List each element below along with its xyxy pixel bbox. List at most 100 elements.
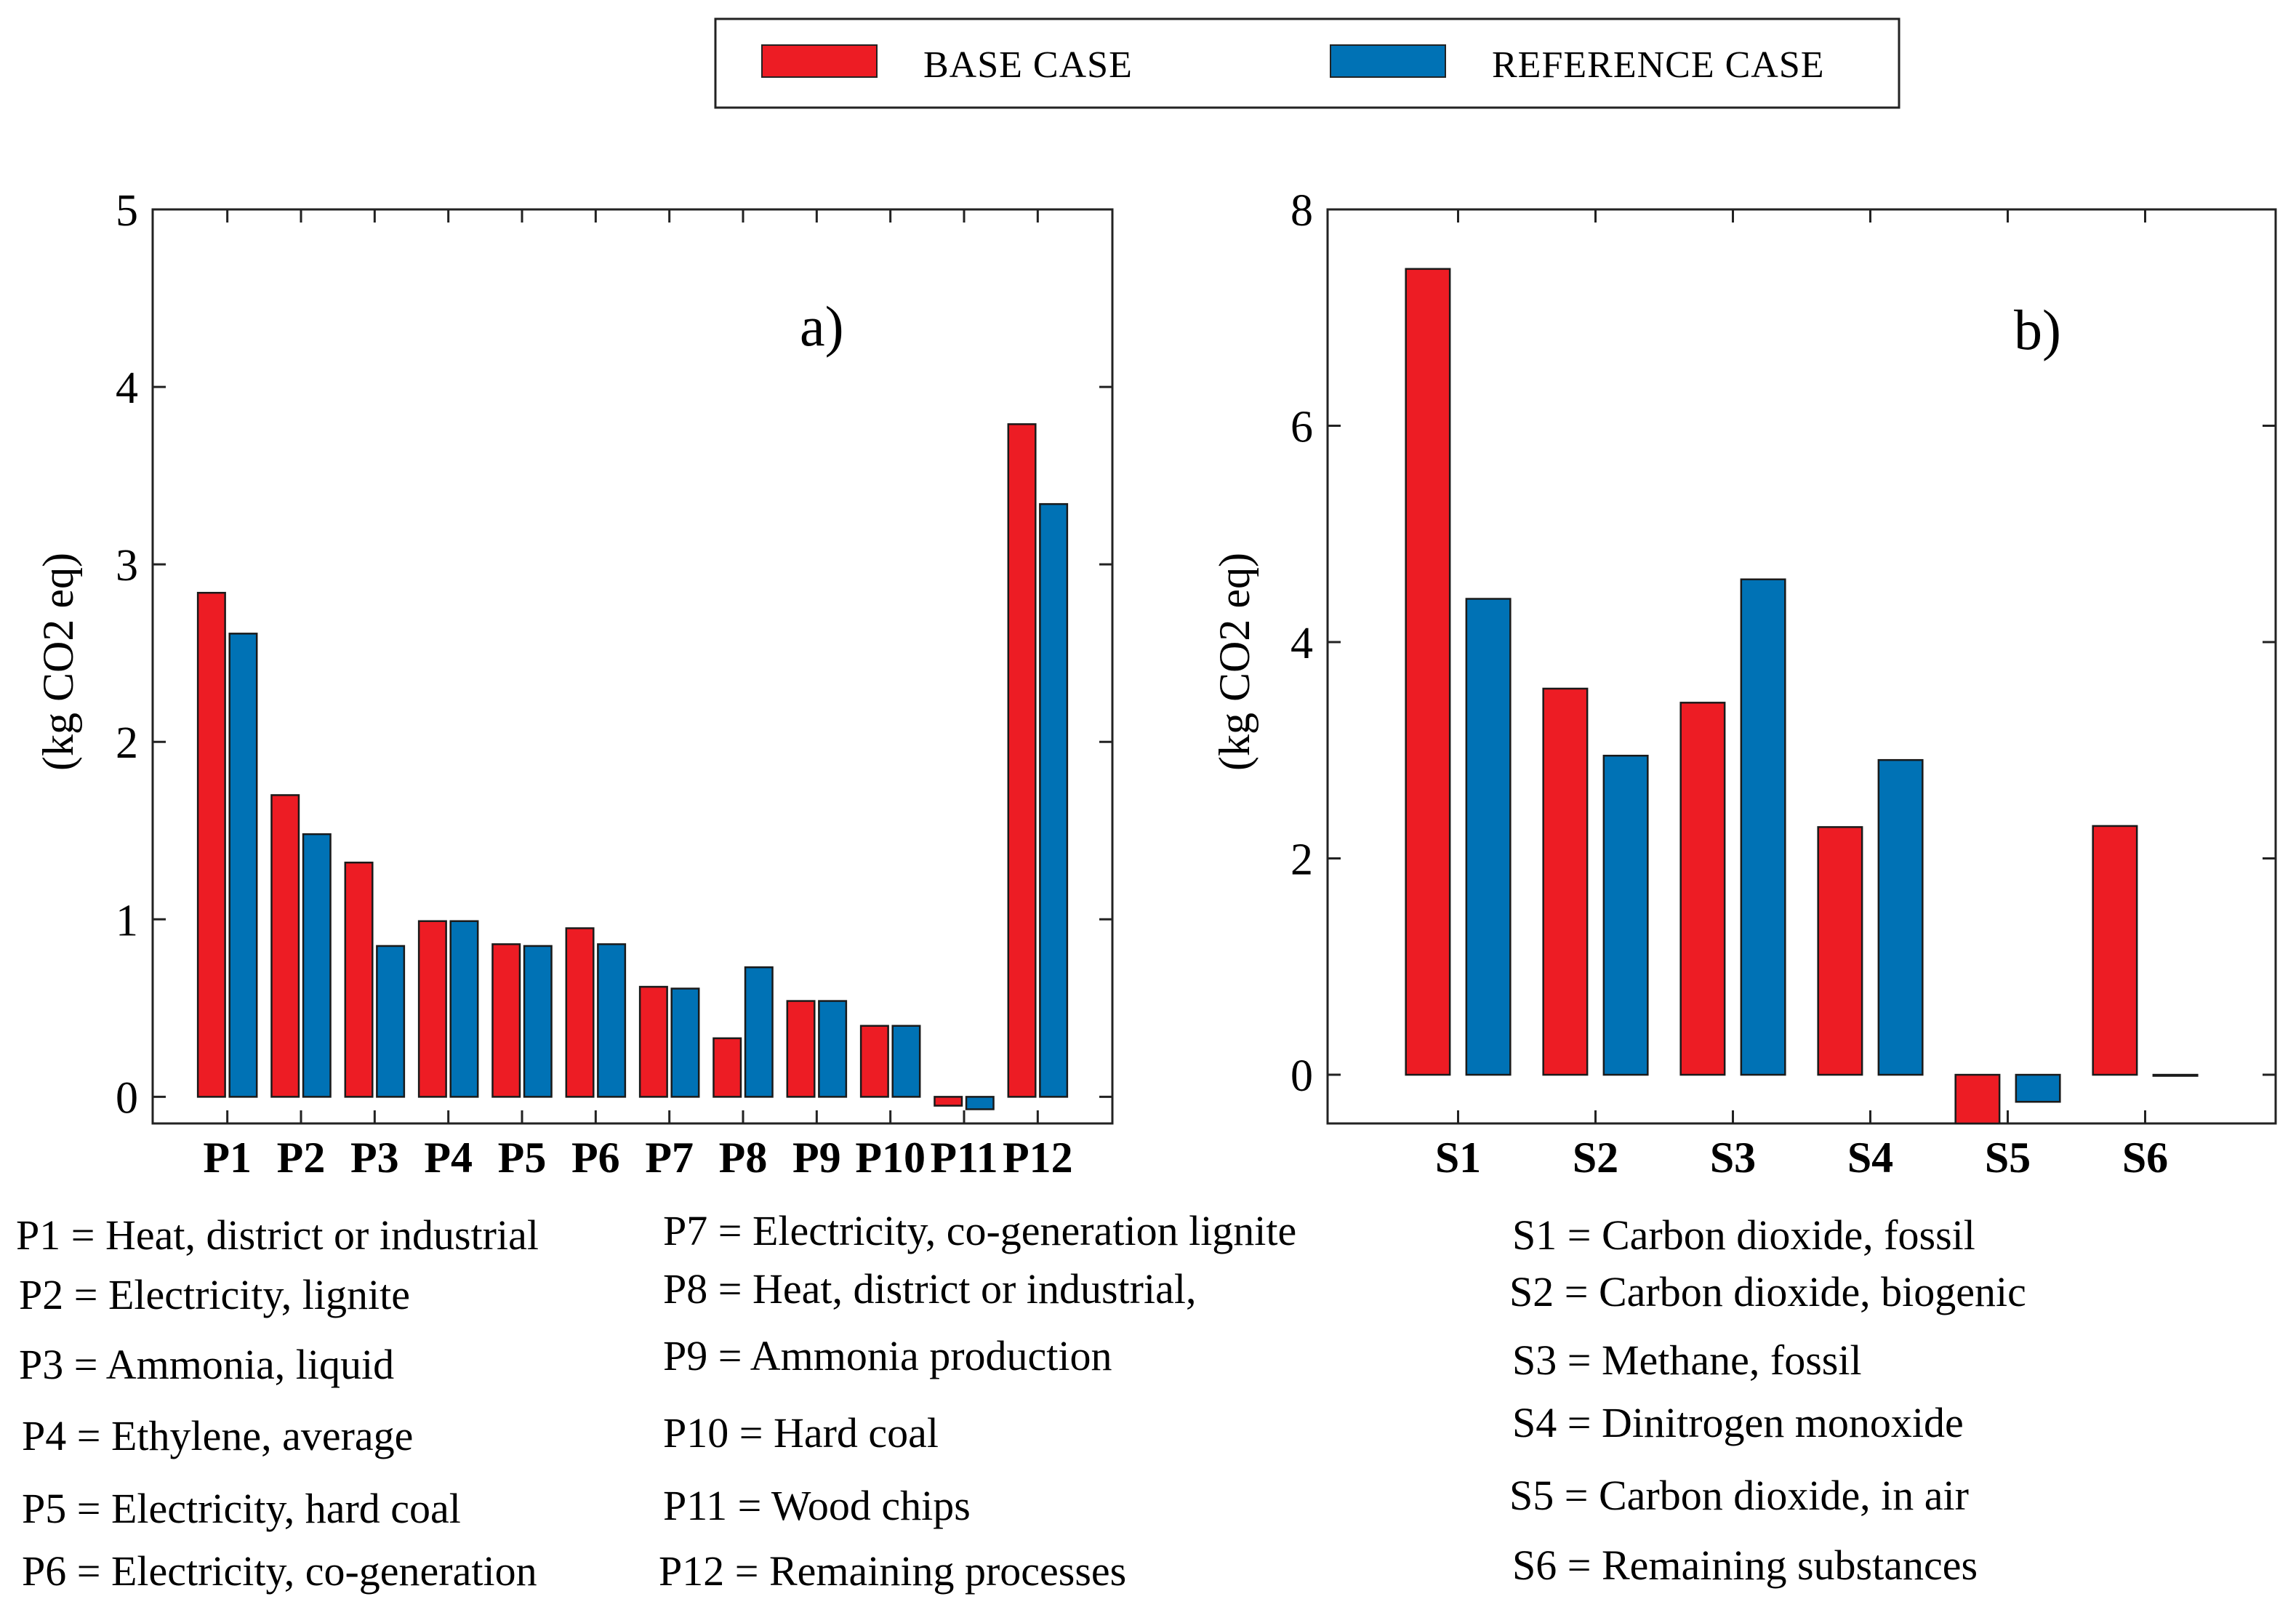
bar-base-s3	[1679, 702, 1726, 1076]
x-category-label-s2: S2	[1573, 1134, 1618, 1182]
chart-panel-a: (kg CO2 eq) a) 0 1 2 3 4 5 P1 P2 P3 P4 P5 P6 P7 P8 P9 P…	[34, 186, 1114, 1182]
x-category-label-s6: S6	[2122, 1134, 2168, 1182]
bar-reference-p9	[818, 1000, 848, 1098]
x-category-label-p1: P1	[203, 1134, 252, 1182]
bar-base-p11	[934, 1096, 963, 1107]
bar-reference-s2	[1602, 754, 1649, 1076]
plot-frame-b	[1326, 208, 2277, 1125]
y-tick-label-a: 3	[116, 541, 138, 590]
x-category-label-s3: S3	[1710, 1134, 1756, 1182]
plot-frame-a	[151, 208, 1114, 1125]
bar-base-p2	[270, 794, 300, 1098]
bar-reference-s4	[1877, 758, 1924, 1076]
bar-base-p5	[491, 943, 521, 1098]
bar-reference-s1	[1465, 598, 1512, 1076]
legend-swatch-reference	[1330, 44, 1446, 78]
desc-p6: P6 = Electricity, co-generation	[22, 1547, 537, 1595]
bar-base-p10	[859, 1025, 889, 1098]
desc-s3: S3 = Methane, fossil	[1512, 1337, 1862, 1384]
bar-reference-p10	[891, 1025, 921, 1098]
bar-base-s6	[2092, 825, 2138, 1076]
x-category-label-s1: S1	[1435, 1134, 1481, 1182]
desc-s6: S6 = Remaining substances	[1512, 1542, 1978, 1589]
x-category-label-p5: P5	[498, 1134, 547, 1182]
desc-p7: P7 = Electricity, co-generation lignite	[663, 1207, 1296, 1254]
desc-p11: P11 = Wood chips	[663, 1482, 971, 1529]
process-descriptions-middle: P7 = Electricity, co-generation lignite …	[659, 1207, 1296, 1595]
panel-label-a: a)	[800, 294, 844, 358]
y-tick-label-b: 6	[1291, 403, 1313, 452]
y-tick-label-b: 2	[1291, 835, 1313, 885]
x-category-label-p7: P7	[645, 1134, 694, 1182]
desc-s5: S5 = Carbon dioxide, in air	[1509, 1472, 1969, 1519]
x-category-label-p9: P9	[792, 1134, 841, 1182]
desc-p2: P2 = Electricity, lignite	[19, 1271, 410, 1318]
y-tick-label-a: 0	[116, 1073, 138, 1123]
desc-p8: P8 = Heat, district or industrial,	[663, 1265, 1196, 1313]
x-category-label-s4: S4	[1847, 1134, 1893, 1182]
bar-base-s2	[1542, 687, 1589, 1076]
legend-label-base: BASE CASE	[923, 44, 1133, 86]
y-tick-label-a: 5	[116, 186, 138, 236]
y-tick-label-b: 0	[1291, 1051, 1313, 1101]
y-axis-title-b: (kg CO2 eq)	[1211, 553, 1259, 771]
desc-p9: P9 = Ammonia production	[663, 1332, 1112, 1379]
desc-p3: P3 = Ammonia, liquid	[19, 1341, 394, 1388]
desc-p12: P12 = Remaining processes	[659, 1547, 1126, 1595]
desc-s4: S4 = Dinitrogen monoxide	[1512, 1399, 1964, 1446]
x-category-label-p4: P4	[424, 1134, 473, 1182]
desc-s1: S1 = Carbon dioxide, fossil	[1512, 1211, 1975, 1259]
bar-base-p8	[713, 1037, 742, 1098]
x-category-label-p8: P8	[719, 1134, 768, 1182]
x-category-label-p3: P3	[350, 1134, 399, 1182]
desc-p5: P5 = Electricity, hard coal	[22, 1485, 461, 1532]
y-tick-label-a: 1	[116, 896, 138, 945]
y-tick-label-a: 2	[116, 718, 138, 768]
desc-s2: S2 = Carbon dioxide, biogenic	[1509, 1268, 2026, 1315]
x-category-label-s5: S5	[1985, 1134, 2031, 1182]
x-category-label-p11: P11	[930, 1134, 998, 1182]
bar-reference-p8	[744, 966, 774, 1098]
bar-base-p6	[565, 927, 595, 1098]
bar-reference-p11	[965, 1096, 995, 1110]
bar-base-p3	[344, 861, 374, 1098]
y-axis-title-a: (kg CO2 eq)	[34, 553, 82, 771]
legend-swatch-base	[761, 44, 878, 78]
bar-base-p7	[638, 985, 668, 1098]
bar-reference-p3	[376, 945, 406, 1098]
bar-reference-s6	[2152, 1073, 2199, 1077]
x-category-label-p6: P6	[571, 1134, 620, 1182]
legend-label-reference: REFERENCE CASE	[1492, 44, 1825, 86]
bar-reference-s5	[2015, 1073, 2061, 1103]
y-tick-label-b: 4	[1291, 619, 1313, 668]
panel-label-b: b)	[2014, 298, 2061, 361]
bar-base-p9	[786, 1000, 816, 1098]
chart-panel-b: (kg CO2 eq) b) 0 2 4 6 8 S1 S2 S3 S4 S5 S6	[1211, 186, 2277, 1182]
bar-reference-p1	[228, 633, 258, 1098]
process-descriptions-left: P1 = Heat, district or industrial P2 = E…	[16, 1211, 539, 1595]
bar-base-p1	[196, 591, 226, 1098]
bar-reference-p7	[670, 987, 700, 1098]
bar-base-s1	[1405, 268, 1451, 1076]
legend: BASE CASE REFERENCE CASE	[714, 17, 1900, 109]
bar-reference-p6	[597, 943, 627, 1098]
desc-p10: P10 = Hard coal	[663, 1409, 939, 1456]
bar-base-p12	[1007, 423, 1037, 1098]
x-category-label-p2: P2	[277, 1134, 326, 1182]
x-category-label-p10: P10	[855, 1134, 926, 1182]
bar-reference-p2	[302, 833, 332, 1098]
bar-reference-s3	[1740, 578, 1786, 1076]
desc-p4: P4 = Ethylene, average	[22, 1412, 413, 1459]
bar-base-p4	[417, 920, 447, 1098]
bar-base-s5	[1954, 1073, 2001, 1125]
bar-reference-p5	[523, 945, 553, 1098]
y-tick-label-a: 4	[116, 364, 138, 413]
x-category-label-p12: P12	[1003, 1134, 1073, 1182]
substance-descriptions: S1 = Carbon dioxide, fossil S2 = Carbon …	[1509, 1211, 2026, 1589]
legend-box	[714, 17, 1900, 109]
bar-reference-p4	[449, 920, 479, 1098]
bar-base-s4	[1817, 826, 1863, 1076]
desc-p1: P1 = Heat, district or industrial	[16, 1211, 539, 1259]
bar-reference-p12	[1039, 502, 1069, 1098]
